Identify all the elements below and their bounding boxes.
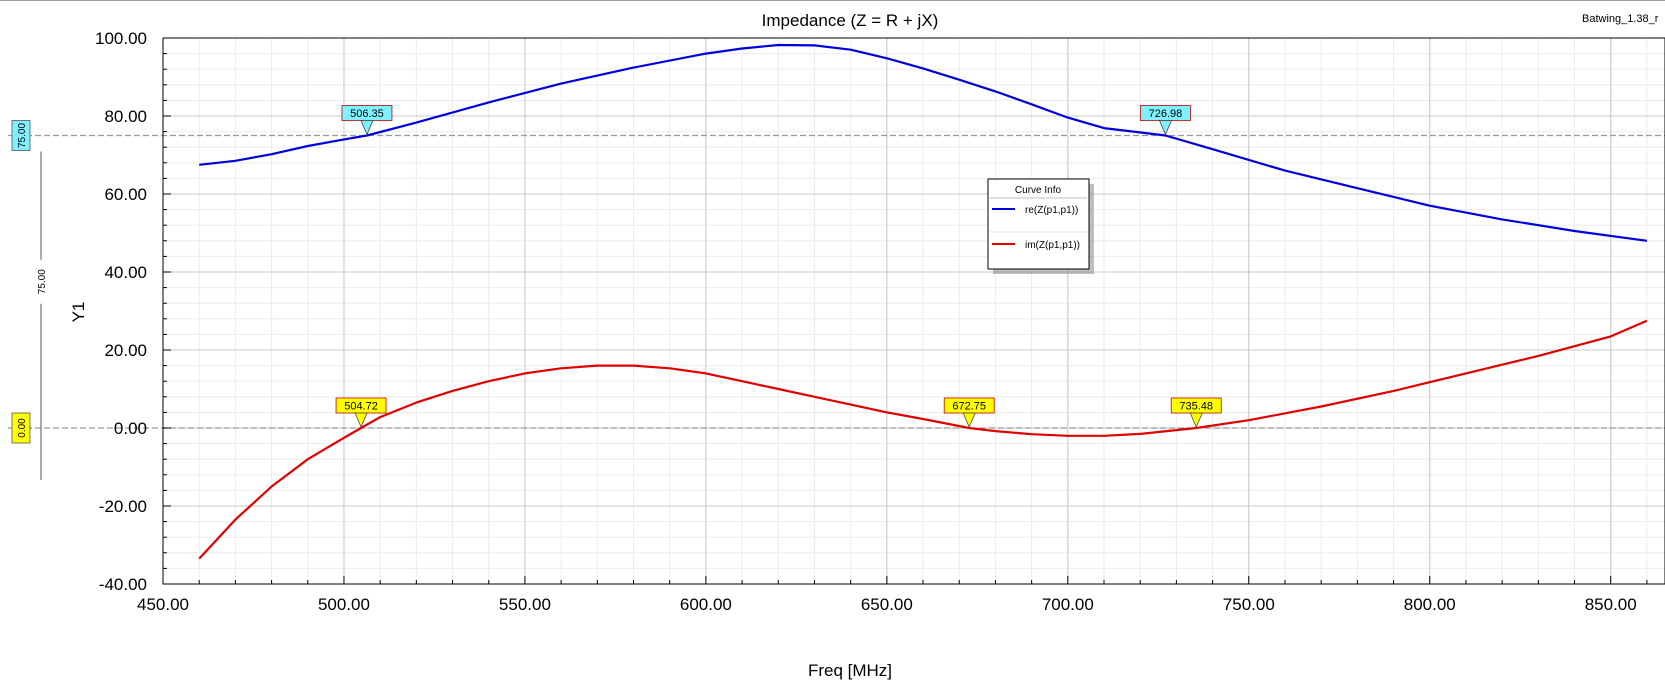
reference-lines: [8, 134, 1665, 429]
reference-label-box[interactable]: [11, 412, 31, 444]
reference-label: 75.00: [17, 123, 28, 148]
marker-pointer: [1189, 412, 1203, 429]
x-tick-label: 450.00: [137, 595, 189, 614]
series-line-re[interactable]: [199, 43, 1648, 242]
reference-label: 0.00: [17, 418, 28, 438]
delta-label: 75.00: [37, 269, 48, 294]
marker-label: 726.98: [1149, 108, 1183, 120]
y-axis-ticks: -40.00 -20.00 0.00 20.00 40.00 60.00 80.00 100.…: [95, 29, 171, 594]
marker-label: 506.35: [350, 108, 384, 120]
marker-pointer: [1158, 120, 1173, 136]
reference-label-box[interactable]: [11, 120, 31, 151]
y-tick-label: 60.00: [104, 185, 147, 204]
legend-title: Curve Info: [1015, 185, 1062, 196]
y-axis-label: Y1: [69, 302, 88, 323]
x-tick-label: 500.00: [318, 595, 370, 614]
marker-pointer: [962, 412, 976, 429]
marker[interactable]: 504.72: [335, 397, 387, 429]
major-grid: [163, 38, 1665, 584]
x-tick-label: 600.00: [680, 595, 732, 614]
marker-pointer: [360, 120, 374, 136]
legend-entry-re: re(Z(p1,p1)): [1025, 205, 1078, 216]
y-tick-label: 100.00: [95, 29, 147, 48]
marker-label: 504.72: [344, 401, 378, 413]
x-tick-label: 700.00: [1042, 595, 1094, 614]
x-tick-label: 650.00: [861, 595, 913, 614]
reference-gutter: 75.00 0.00 75.00: [11, 120, 48, 480]
x-tick-label: 750.00: [1223, 595, 1275, 614]
legend-entry-im: im(Z(p1,p1)): [1025, 240, 1080, 251]
project-label: Batwing_1.38_r: [1582, 13, 1659, 25]
series-line-im[interactable]: [198, 319, 1648, 560]
curve-info-legend[interactable]: Curve Info re(Z(p1,p1)) im(Z(p1,p1)): [987, 178, 1094, 274]
marker[interactable]: 735.48: [1170, 397, 1222, 429]
y-tick-label: 80.00: [104, 107, 147, 126]
x-axis-label: Freq [MHz]: [808, 661, 892, 680]
y-tick-label: -20.00: [99, 497, 147, 516]
y-tick-label: 40.00: [104, 263, 147, 282]
y-tick-label: 0.00: [114, 419, 147, 438]
curves: [198, 43, 1648, 560]
plot-frame: [162, 37, 1665, 585]
x-axis-ticks: 450.00 500.00 550.00 600.00 650.00 700.00 750.…: [137, 576, 1648, 614]
marker-label: 735.48: [1179, 401, 1213, 413]
y-tick-label: -40.00: [99, 575, 147, 594]
marker-label: 672.75: [952, 401, 986, 413]
marker-pointer: [354, 412, 368, 429]
marker[interactable]: 672.75: [943, 397, 995, 429]
x-tick-label: 850.00: [1585, 595, 1637, 614]
x-tick-label: 550.00: [499, 595, 551, 614]
markers: 506.35 726.98 504.72 672.75 735.48: [335, 105, 1222, 429]
marker[interactable]: 506.35: [341, 105, 393, 136]
y-tick-label: 20.00: [104, 341, 147, 360]
legend-box: [987, 178, 1090, 270]
x-tick-label: 800.00: [1404, 595, 1456, 614]
marker[interactable]: 726.98: [1140, 105, 1191, 136]
chart-title: Impedance (Z = R + jX): [762, 11, 939, 30]
